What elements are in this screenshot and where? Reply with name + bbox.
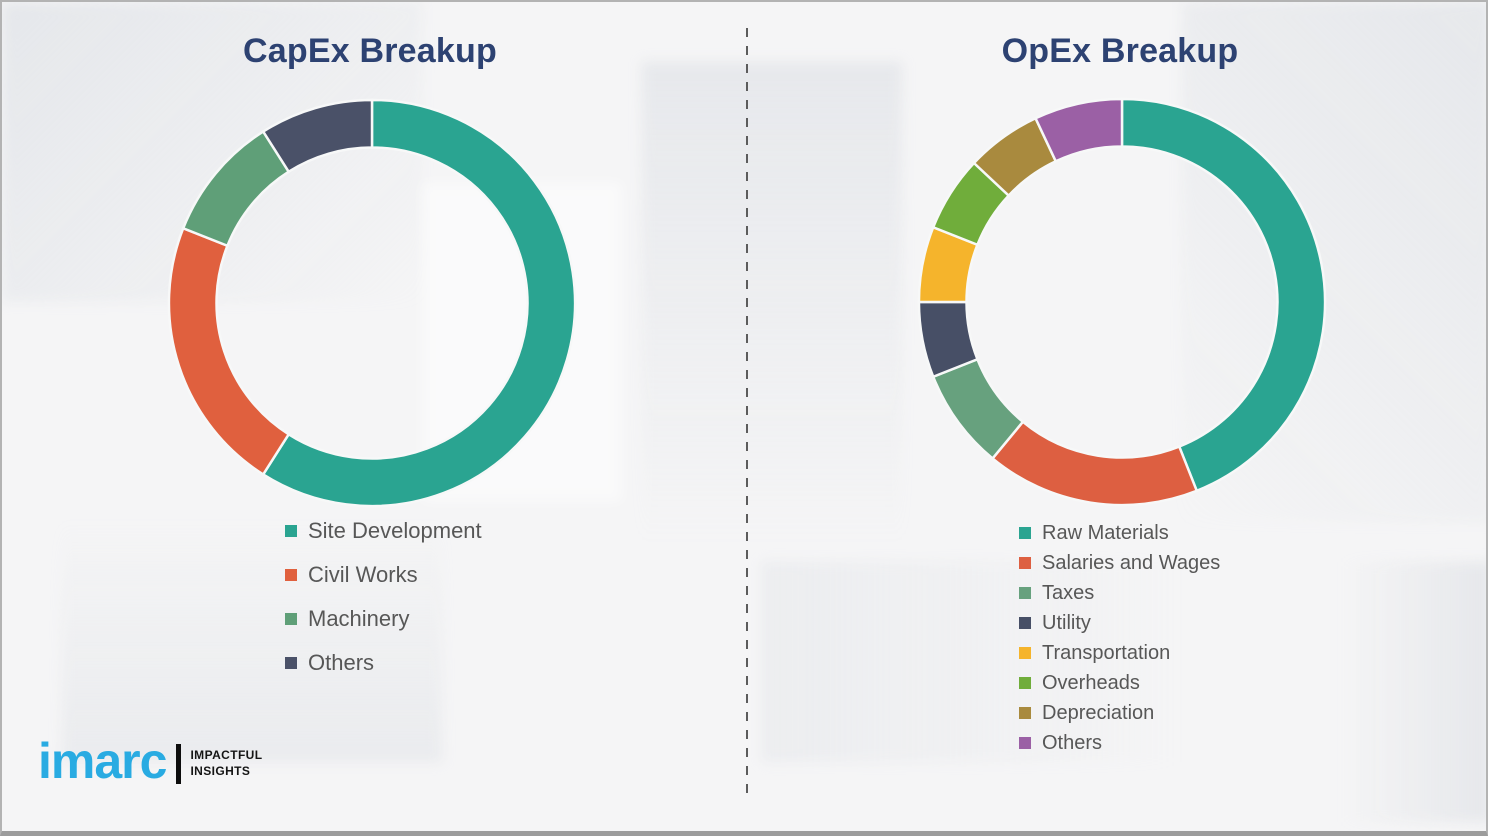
- donut-slice-others: [1033, 97, 1124, 163]
- opex-donut-chart: [914, 94, 1330, 510]
- logo-tagline-line1: IMPACTFUL: [190, 748, 263, 763]
- background-blob: [1342, 562, 1486, 822]
- legend-item-others: Others: [1019, 728, 1220, 758]
- background-blob: [642, 62, 902, 542]
- legend-label: Civil Works: [308, 562, 418, 587]
- capex-chart-title: CapEx Breakup: [243, 32, 497, 70]
- donut-slice-site-development: [261, 98, 577, 508]
- legend-swatch: [1019, 617, 1031, 629]
- legend-label: Salaries and Wages: [1042, 551, 1221, 574]
- legend-label: Transportation: [1042, 641, 1171, 664]
- legend-swatch: [285, 657, 297, 669]
- vertical-dashed-divider: [746, 28, 748, 794]
- legend-swatch: [1019, 587, 1031, 599]
- logo-tagline-line2: INSIGHTS: [190, 764, 251, 778]
- logo-tagline: IMPACTFUL INSIGHTS: [190, 748, 262, 779]
- opex-legend: Raw Materials Salaries and Wages Taxes Util…: [1019, 518, 1220, 758]
- legend-item-utility: Utility: [1019, 608, 1220, 638]
- legend-item-overheads: Overheads: [1019, 668, 1220, 698]
- donut-slice-others: [261, 98, 374, 174]
- legend-label: Site Development: [308, 518, 482, 543]
- legend-item-others: Others: [285, 641, 482, 685]
- legend-label: Others: [1042, 731, 1103, 754]
- legend-label: Taxes: [1042, 581, 1095, 604]
- legend-label: Others: [308, 650, 375, 675]
- legend-swatch: [1019, 647, 1031, 659]
- imarc-logo-wordmark: imarc: [38, 732, 167, 789]
- opex-chart-title: OpEx Breakup: [1001, 32, 1239, 70]
- legend-swatch: [1019, 707, 1031, 719]
- capex-legend: Site Development Civil Works Machinery Othe…: [285, 509, 482, 685]
- legend-label: Raw Materials: [1042, 521, 1169, 544]
- legend-swatch: [1019, 677, 1031, 689]
- legend-swatch: [285, 525, 297, 537]
- opex-donut-svg: [917, 97, 1327, 507]
- donut-slice-raw-materials: [1120, 97, 1327, 493]
- legend-label: Overheads: [1042, 671, 1140, 694]
- logo-divider-bar: [176, 744, 182, 784]
- legend-item-salaries-and-wages: Salaries and Wages: [1019, 548, 1220, 578]
- legend-swatch: [285, 569, 297, 581]
- legend-item-depreciation: Depreciation: [1019, 698, 1220, 728]
- legend-label: Depreciation: [1042, 701, 1155, 724]
- donut-slice-civil-works: [167, 226, 291, 477]
- legend-swatch: [1019, 557, 1031, 569]
- legend-item-machinery: Machinery: [285, 597, 482, 641]
- capex-donut-svg: [167, 98, 577, 508]
- imarc-logo: imarc IMPACTFUL INSIGHTS: [38, 732, 262, 789]
- legend-item-transportation: Transportation: [1019, 638, 1220, 668]
- legend-label: Machinery: [308, 606, 410, 631]
- legend-label: Utility: [1042, 611, 1091, 634]
- legend-swatch: [1019, 737, 1031, 749]
- capex-donut-chart: [164, 95, 580, 511]
- legend-item-civil-works: Civil Works: [285, 553, 482, 597]
- legend-item-raw-materials: Raw Materials: [1019, 518, 1220, 548]
- donut-slice-salaries-and-wages: [990, 420, 1199, 507]
- legend-item-site-development: Site Development: [285, 509, 482, 553]
- legend-item-taxes: Taxes: [1019, 578, 1220, 608]
- legend-swatch: [1019, 527, 1031, 539]
- legend-swatch: [285, 613, 297, 625]
